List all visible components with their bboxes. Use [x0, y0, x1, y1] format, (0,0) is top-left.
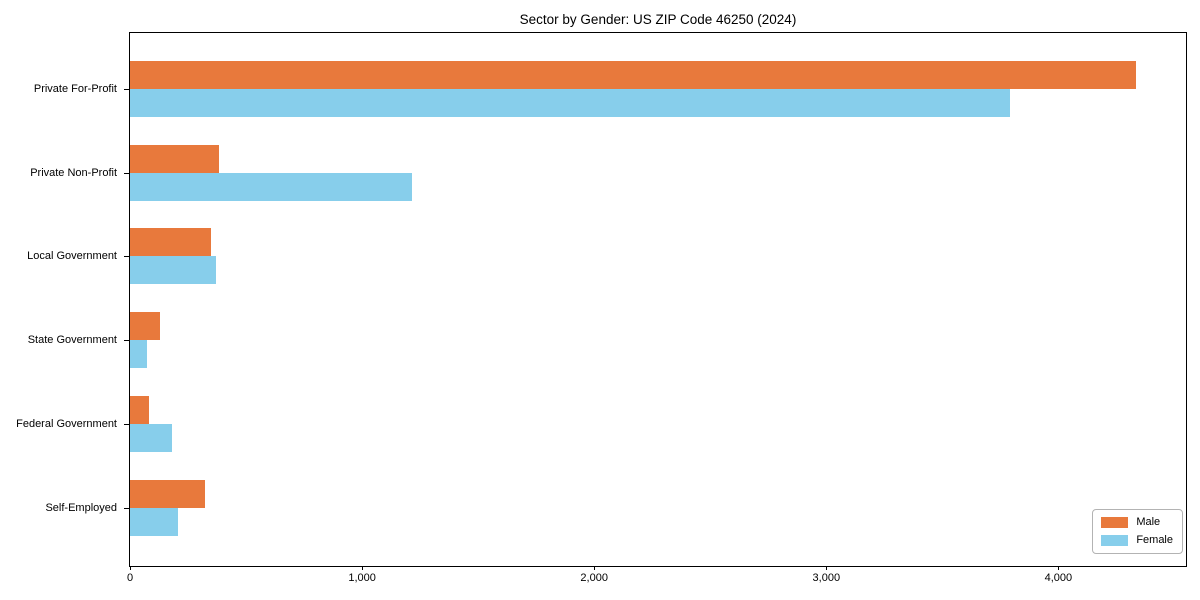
bar-female-private-for-profit	[130, 88, 1010, 117]
x-tick-label-1000: 1,000	[348, 572, 376, 584]
x-tick-mark	[1058, 566, 1060, 570]
bar-female-state-government	[130, 340, 148, 369]
y-tick-label-private-non-profit: Private Non-Profit	[30, 166, 117, 179]
x-tick-mark	[130, 566, 131, 570]
legend-label-male: Male	[1136, 516, 1161, 528]
legend-item-male: Male	[1101, 516, 1173, 529]
legend: Male Female	[1092, 509, 1183, 554]
y-tick-mark	[124, 507, 129, 509]
y-tick-mark	[124, 256, 129, 258]
x-tick-label-3000: 3,000	[812, 572, 841, 584]
bar-male-local-government	[130, 228, 212, 257]
x-tick-label-2000: 2,000	[580, 572, 608, 584]
y-tick-mark	[124, 88, 129, 90]
y-tick-mark	[124, 340, 129, 342]
x-tick-mark	[362, 566, 364, 570]
y-tick-label-federal-government: Federal Government	[16, 417, 117, 430]
bar-female-self-employed	[130, 507, 178, 536]
y-tick-label-self-employed: Self-Employed	[45, 501, 117, 514]
bar-male-private-for-profit	[130, 60, 1137, 89]
plot-area: Male Female	[129, 32, 1187, 567]
bar-male-self-employed	[130, 479, 206, 508]
y-tick-label-private-for-profit: Private For-Profit	[33, 82, 117, 95]
bar-female-local-government	[130, 256, 216, 285]
y-tick-mark	[124, 172, 129, 174]
bar-male-federal-government	[130, 395, 149, 424]
x-tick-mark	[826, 566, 828, 570]
bar-female-private-non-profit	[130, 172, 412, 201]
x-tick-label-0: 0	[126, 572, 134, 584]
bar-female-federal-government	[130, 423, 172, 452]
bar-male-private-non-profit	[130, 144, 220, 173]
male-color-swatch	[1101, 517, 1129, 528]
female-color-swatch	[1101, 535, 1129, 546]
y-tick-label-state-government: State Government	[27, 334, 117, 347]
legend-item-female: Female	[1101, 534, 1173, 547]
legend-label-female: Female	[1136, 534, 1173, 546]
bar-male-state-government	[130, 312, 161, 341]
x-tick-label-4000: 4,000	[1044, 572, 1073, 584]
chart-title: Sector by Gender: US ZIP Code 46250 (202…	[519, 12, 797, 27]
y-tick-label-local-government: Local Government	[27, 250, 117, 263]
x-tick-mark	[594, 566, 596, 570]
y-tick-mark	[124, 423, 129, 425]
